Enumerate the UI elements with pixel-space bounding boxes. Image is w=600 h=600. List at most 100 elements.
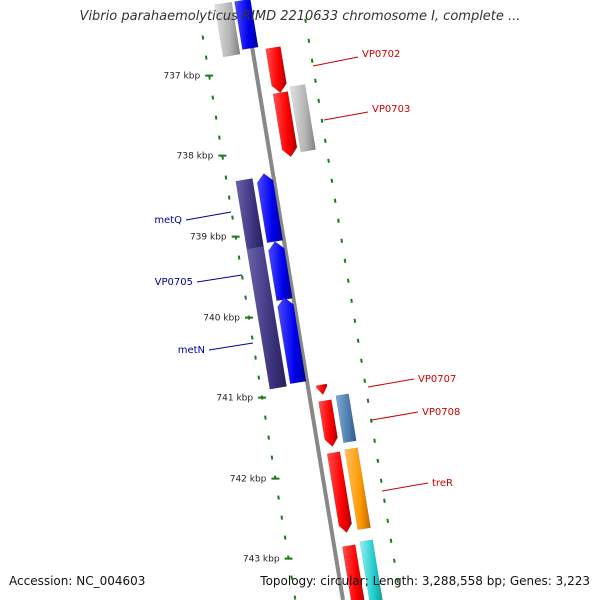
right-tick-mark — [304, 18, 307, 23]
ruler-label: 743 kbp — [243, 555, 280, 565]
leader-line — [196, 274, 243, 283]
gene-top-blue[interactable] — [234, 0, 259, 50]
topology-separator: ; — [364, 574, 369, 588]
leader-line — [323, 111, 369, 121]
ruler-label: 742 kbp — [230, 475, 267, 485]
left-tick-mark — [241, 275, 244, 280]
right-tick-mark — [379, 478, 383, 483]
left-tick-mark — [264, 415, 267, 420]
sequence-stats-footer: Topology: circular; Length: 3,288,558 bp… — [260, 574, 590, 588]
left-tick-mark — [204, 55, 208, 60]
right-tick-mark — [327, 158, 330, 163]
leader-line — [381, 482, 429, 492]
right-tick-mark — [393, 558, 396, 563]
right-tick-mark — [307, 38, 311, 43]
map-title: Vibrio parahaemolyticus RIMD 2210633 chr… — [79, 9, 521, 24]
length-value: 3,288,558 bp — [421, 574, 502, 588]
gene-vp0703[interactable] — [289, 84, 316, 153]
backbone-line — [246, 21, 345, 600]
left-tick-mark — [250, 335, 254, 340]
gene-vp0708[interactable] — [335, 393, 357, 444]
gene-red-3[interactable] — [326, 451, 352, 533]
left-tick-mark — [280, 515, 284, 520]
ruler-label: 741 kbp — [216, 394, 253, 404]
right-tick-mark — [323, 138, 327, 143]
left-tick-mark — [267, 435, 270, 440]
gene-vp0702[interactable] — [265, 46, 287, 94]
gene-blue-3[interactable] — [277, 297, 307, 385]
sequence-backbone — [246, 21, 345, 600]
left-tick-mark — [283, 535, 287, 540]
gene-bottom-cyan[interactable] — [359, 539, 383, 600]
left-tick-mark — [201, 35, 205, 40]
left-tick-mark — [277, 495, 280, 500]
length-separator: ; — [501, 574, 507, 588]
right-tick-mark — [346, 278, 350, 283]
leader-line — [208, 342, 254, 351]
topology-label: Topology: — [260, 574, 317, 588]
right-tick-mark — [350, 298, 353, 303]
ruler-label: 740 kbp — [203, 314, 240, 324]
topology-value: circular — [320, 574, 365, 588]
gene-label-vp0702[interactable]: VP0702 — [362, 49, 400, 60]
right-tick-mark — [314, 78, 317, 83]
right-tick-mark — [386, 518, 390, 523]
leader-line — [312, 56, 359, 67]
right-tick-mark — [337, 218, 340, 223]
kbp-ruler: 737 kbp 738 kbp 739 kbp 740 kbp 741 kbp 742 k… — [163, 72, 293, 565]
ruler-label: 737 kbp — [163, 72, 200, 82]
gene-label-metq[interactable]: metQ — [154, 215, 182, 226]
right-tick-mark — [376, 458, 380, 463]
left-tick-mark — [214, 115, 218, 120]
gene-red-2[interactable] — [318, 399, 338, 447]
gene-red-cds[interactable] — [272, 91, 298, 158]
left-tick-mark — [293, 595, 297, 600]
left-tick-mark — [254, 355, 257, 360]
right-tick-mark — [356, 338, 360, 343]
gene-label-vp0703[interactable]: VP0703 — [372, 104, 410, 115]
genes-value: 3,223 — [555, 574, 590, 588]
right-tick-mark — [383, 498, 386, 503]
left-tick-mark — [257, 375, 261, 380]
right-tick-mark — [366, 398, 370, 403]
accession-value: NC_004603 — [76, 574, 146, 588]
length-label: Length: — [372, 574, 419, 588]
right-tick-mark — [363, 378, 367, 383]
right-tick-mark — [333, 198, 337, 203]
right-tick-mark — [320, 118, 324, 123]
gene-bottom-red[interactable] — [342, 544, 365, 600]
gene-label-trer[interactable]: treR — [432, 478, 453, 489]
gene-label-vp0708[interactable]: VP0708 — [422, 407, 460, 418]
left-tick-mark — [237, 255, 241, 260]
accession-label: Accession: — [9, 574, 73, 588]
gene-label-vp0707[interactable]: VP0707 — [418, 374, 456, 385]
gene-trer[interactable] — [344, 447, 371, 531]
right-tick-mark — [389, 538, 393, 543]
right-tick-mark — [373, 438, 376, 443]
gene-label-vp0705[interactable]: VP0705 — [155, 277, 193, 288]
gene-top-gray[interactable] — [214, 1, 241, 58]
leader-line — [185, 211, 232, 221]
gene-vp0705-metn[interactable] — [246, 246, 287, 390]
left-tick-mark — [290, 575, 294, 580]
right-tick-mark — [317, 98, 321, 103]
accession-footer: Accession: NC_004603 — [9, 574, 145, 588]
right-tick-mark — [310, 58, 314, 63]
leader-line — [371, 411, 419, 421]
label-leader-lines — [185, 56, 429, 492]
gene-label-metn[interactable]: metN — [178, 345, 205, 356]
genes-label: Genes: — [509, 574, 552, 588]
gene-features — [214, 0, 383, 600]
right-tick-mark — [396, 578, 399, 583]
left-tick-mark — [211, 95, 215, 100]
gene-vp0707[interactable] — [315, 383, 328, 396]
right-tick-mark — [330, 178, 334, 183]
right-tick-mark — [369, 418, 373, 423]
right-tick-mark — [360, 358, 363, 363]
gene-labels: VP0702 VP0703 metQ VP0705 metN VP0707 VP0708 tr… — [154, 49, 460, 489]
left-tick-mark — [224, 175, 228, 180]
leader-line — [367, 378, 415, 388]
gene-blue-1[interactable] — [256, 173, 284, 244]
